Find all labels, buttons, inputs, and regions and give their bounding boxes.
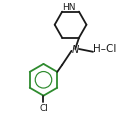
Text: H–Cl: H–Cl [93,44,117,54]
Text: N: N [72,45,79,55]
Text: HN: HN [62,3,75,12]
Text: Cl: Cl [39,103,48,112]
